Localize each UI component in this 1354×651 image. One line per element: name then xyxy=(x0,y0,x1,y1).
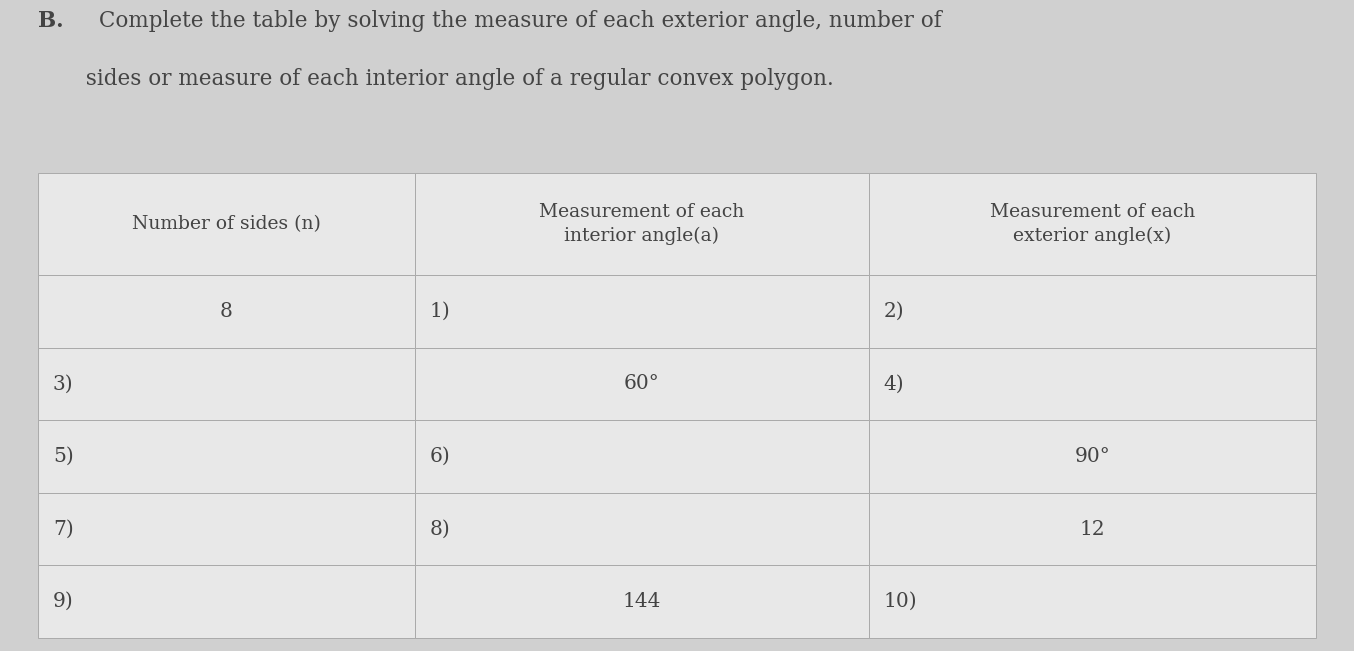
Bar xyxy=(869,275,1316,348)
Bar xyxy=(414,173,869,275)
Text: 5): 5) xyxy=(53,447,73,466)
Text: 7): 7) xyxy=(53,519,73,538)
Text: Measurement of each
interior angle(a): Measurement of each interior angle(a) xyxy=(539,202,745,245)
Text: B.: B. xyxy=(38,10,64,32)
Text: 9): 9) xyxy=(53,592,73,611)
Text: Complete the table by solving the measure of each exterior angle, number of: Complete the table by solving the measur… xyxy=(92,10,942,32)
Text: 144: 144 xyxy=(623,592,661,611)
Bar xyxy=(869,565,1316,638)
Bar xyxy=(869,348,1316,420)
Bar xyxy=(869,493,1316,565)
Bar xyxy=(38,275,414,348)
Text: 12: 12 xyxy=(1079,519,1105,538)
Bar xyxy=(414,493,869,565)
Bar xyxy=(414,420,869,493)
Text: 2): 2) xyxy=(884,301,904,321)
Bar xyxy=(38,173,414,275)
Bar xyxy=(414,275,869,348)
Bar xyxy=(869,420,1316,493)
Bar xyxy=(38,420,414,493)
Text: Measurement of each
exterior angle(x): Measurement of each exterior angle(x) xyxy=(990,202,1196,245)
Text: 6): 6) xyxy=(429,447,451,466)
Text: 90°: 90° xyxy=(1075,447,1110,466)
Text: 1): 1) xyxy=(429,301,451,321)
Text: 8: 8 xyxy=(219,301,233,321)
Text: 4): 4) xyxy=(884,374,904,393)
Text: 8): 8) xyxy=(429,519,451,538)
Text: 3): 3) xyxy=(53,374,73,393)
Bar xyxy=(869,173,1316,275)
Bar xyxy=(414,348,869,420)
Bar xyxy=(38,348,414,420)
Text: 10): 10) xyxy=(884,592,917,611)
Text: Number of sides (n): Number of sides (n) xyxy=(131,215,321,232)
Text: sides or measure of each interior angle of a regular convex polygon.: sides or measure of each interior angle … xyxy=(72,68,834,90)
Bar xyxy=(38,493,414,565)
Bar xyxy=(414,565,869,638)
Bar xyxy=(38,565,414,638)
Text: 60°: 60° xyxy=(624,374,659,393)
